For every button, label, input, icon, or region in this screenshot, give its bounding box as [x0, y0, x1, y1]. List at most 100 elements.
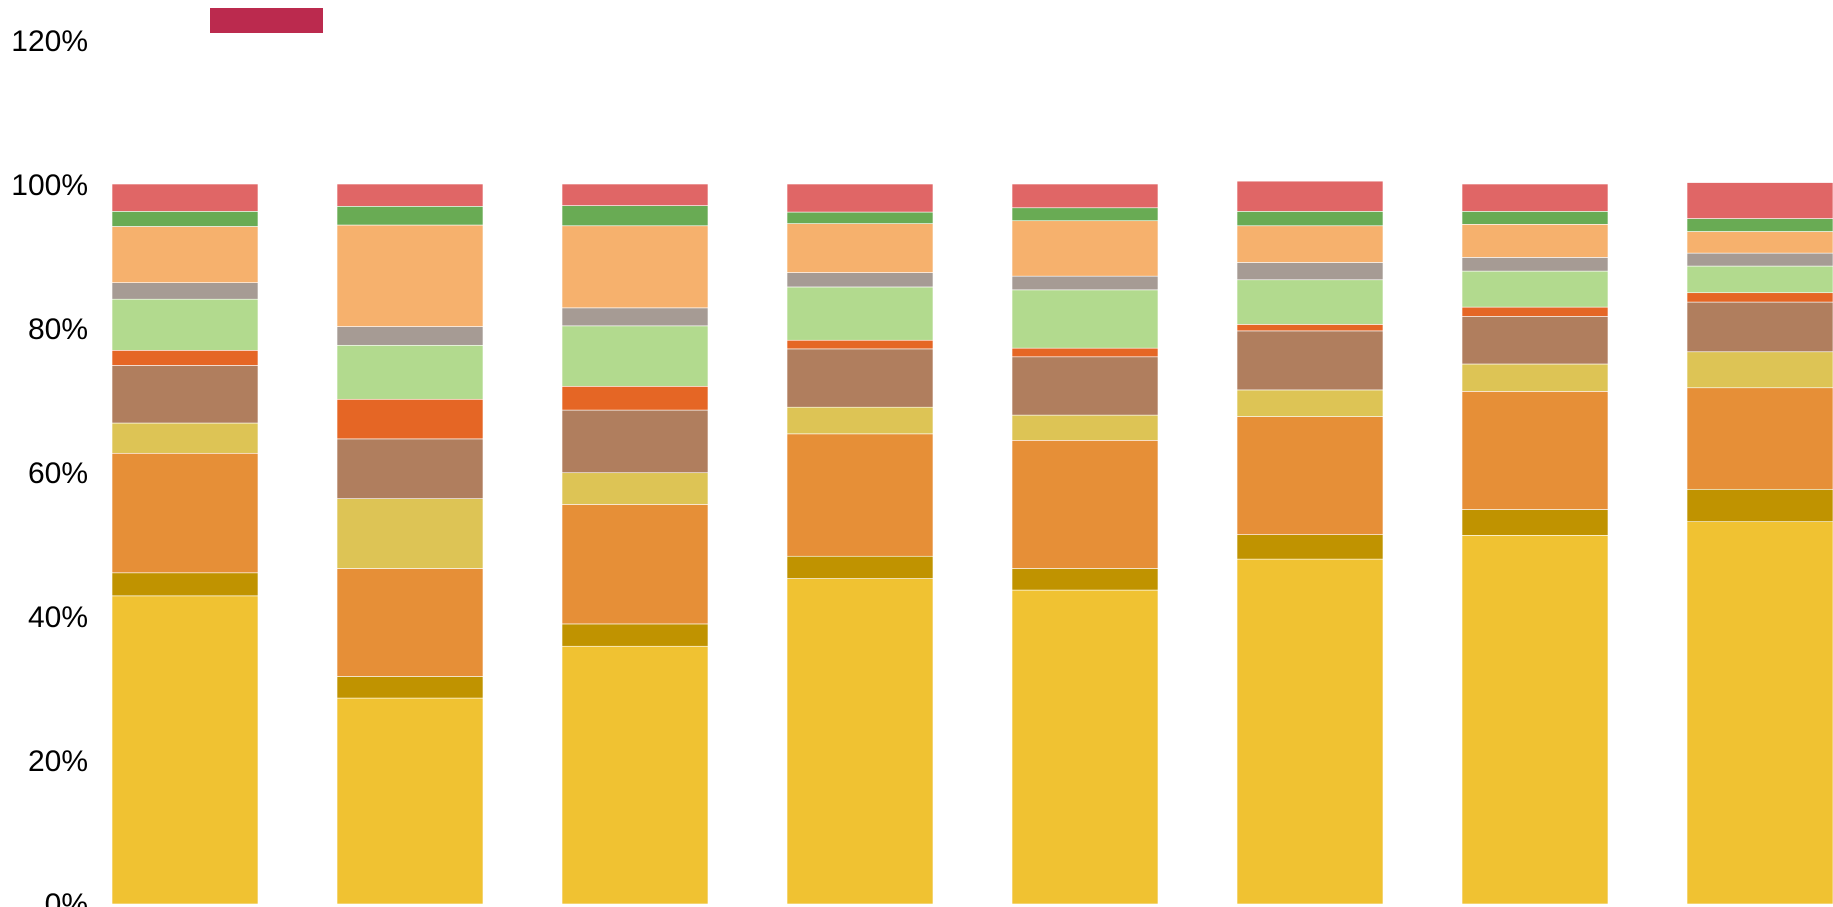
bar-segment-1-11 [111, 183, 259, 212]
bar-segment-6-10 [1236, 211, 1384, 227]
bar-segment-6-5 [1236, 330, 1384, 391]
bar-segment-1-7 [111, 298, 259, 351]
bar-segment-2-6 [336, 398, 484, 440]
bar-segment-3-4 [561, 472, 709, 505]
legend [210, 8, 323, 33]
bar-segment-6-11 [1236, 180, 1384, 212]
bar-segment-8-1 [1686, 521, 1833, 905]
bar-segment-8-4 [1686, 351, 1833, 389]
bar-segment-1-9 [111, 226, 259, 283]
bar-segment-2-5 [336, 438, 484, 499]
bar-segment-4-7 [786, 286, 934, 341]
y-tick-label-100: 100% [11, 169, 88, 202]
bar-segment-6-2 [1236, 534, 1384, 560]
bar-segment-1-8 [111, 282, 259, 300]
bar-segment-3-11 [561, 183, 709, 206]
bar-segment-4-8 [786, 272, 934, 288]
y-tick-label-0: 0% [45, 888, 88, 907]
bar-segment-8-10 [1686, 218, 1833, 232]
bar-segment-1-6 [111, 350, 259, 366]
y-tick-label-20: 20% [28, 745, 88, 778]
bar-segment-2-1 [336, 697, 484, 905]
bar-segment-4-11 [786, 183, 934, 213]
bar-segment-5-11 [1011, 183, 1159, 209]
bar-segment-8-9 [1686, 231, 1833, 254]
bar-stack-5 [1011, 183, 1159, 905]
y-tick-label-120: 120% [11, 25, 88, 58]
bar-segment-1-2 [111, 572, 259, 597]
bar-segment-8-3 [1686, 387, 1833, 490]
bar-segment-5-8 [1011, 275, 1159, 291]
bar-segment-6-1 [1236, 558, 1384, 905]
bar-segment-8-7 [1686, 265, 1833, 294]
bar-segment-1-4 [111, 422, 259, 454]
bar-segment-4-3 [786, 433, 934, 557]
bar-segment-6-8 [1236, 262, 1384, 281]
bar-segment-5-4 [1011, 414, 1159, 441]
bar-segment-3-1 [561, 645, 709, 905]
bar-segment-3-7 [561, 325, 709, 387]
bar-stack-6 [1236, 180, 1384, 905]
bar-segment-3-2 [561, 623, 709, 647]
y-tick-label-80: 80% [28, 313, 88, 346]
bar-segment-2-4 [336, 498, 484, 569]
bar-segment-8-8 [1686, 252, 1833, 267]
bar-segment-5-9 [1011, 220, 1159, 277]
bar-segment-8-11 [1686, 182, 1833, 219]
legend-swatch [210, 8, 323, 33]
bar-segment-5-3 [1011, 440, 1159, 569]
bar-segment-5-1 [1011, 589, 1159, 905]
bar-segment-3-5 [561, 409, 709, 474]
bar-segment-6-3 [1236, 416, 1384, 535]
bar-segment-2-9 [336, 224, 484, 327]
bar-segment-2-2 [336, 676, 484, 699]
bar-stack-4 [786, 183, 934, 905]
bar-segment-4-1 [786, 578, 934, 905]
bar-segment-3-3 [561, 504, 709, 625]
bar-segment-2-7 [336, 344, 484, 400]
bar-segment-2-11 [336, 183, 484, 207]
bar-segment-2-3 [336, 568, 484, 677]
bar-segment-4-5 [786, 348, 934, 408]
bar-segment-4-4 [786, 406, 934, 435]
bar-segment-3-6 [561, 386, 709, 411]
y-tick-label-60: 60% [28, 457, 88, 490]
bar-segment-5-5 [1011, 356, 1159, 416]
bar-segment-8-6 [1686, 292, 1833, 303]
bar-segment-7-11 [1461, 183, 1609, 212]
bar-segment-6-7 [1236, 279, 1384, 325]
bars-group [111, 180, 1833, 905]
bar-segment-1-3 [111, 452, 259, 574]
bar-segment-7-1 [1461, 535, 1609, 905]
bar-segment-5-10 [1011, 207, 1159, 222]
bar-segment-5-7 [1011, 289, 1159, 349]
bar-segment-1-10 [111, 211, 259, 227]
bar-stack-8 [1686, 182, 1833, 905]
bar-segment-7-4 [1461, 363, 1609, 392]
bar-segment-2-8 [336, 326, 484, 346]
bar-segment-5-6 [1011, 347, 1159, 358]
bar-segment-4-9 [786, 223, 934, 273]
bar-segment-1-5 [111, 365, 259, 424]
bar-stack-2 [336, 183, 484, 905]
bar-segment-8-5 [1686, 301, 1833, 353]
bar-stack-3 [561, 183, 709, 905]
bar-segment-7-5 [1461, 316, 1609, 365]
bar-segment-7-2 [1461, 509, 1609, 536]
bar-segment-4-2 [786, 555, 934, 579]
bar-segment-7-10 [1461, 211, 1609, 225]
bar-segment-3-10 [561, 205, 709, 227]
bar-segment-7-6 [1461, 306, 1609, 317]
bar-segment-7-3 [1461, 391, 1609, 510]
bar-segment-6-4 [1236, 389, 1384, 417]
bar-segment-1-1 [111, 595, 259, 905]
bar-segment-7-9 [1461, 224, 1609, 258]
bar-segment-7-8 [1461, 257, 1609, 272]
bar-segment-7-7 [1461, 270, 1609, 308]
bar-segment-4-6 [786, 339, 934, 350]
bar-segment-2-10 [336, 206, 484, 226]
bar-segment-3-9 [561, 225, 709, 309]
bar-segment-3-8 [561, 307, 709, 327]
bar-segment-6-9 [1236, 225, 1384, 263]
